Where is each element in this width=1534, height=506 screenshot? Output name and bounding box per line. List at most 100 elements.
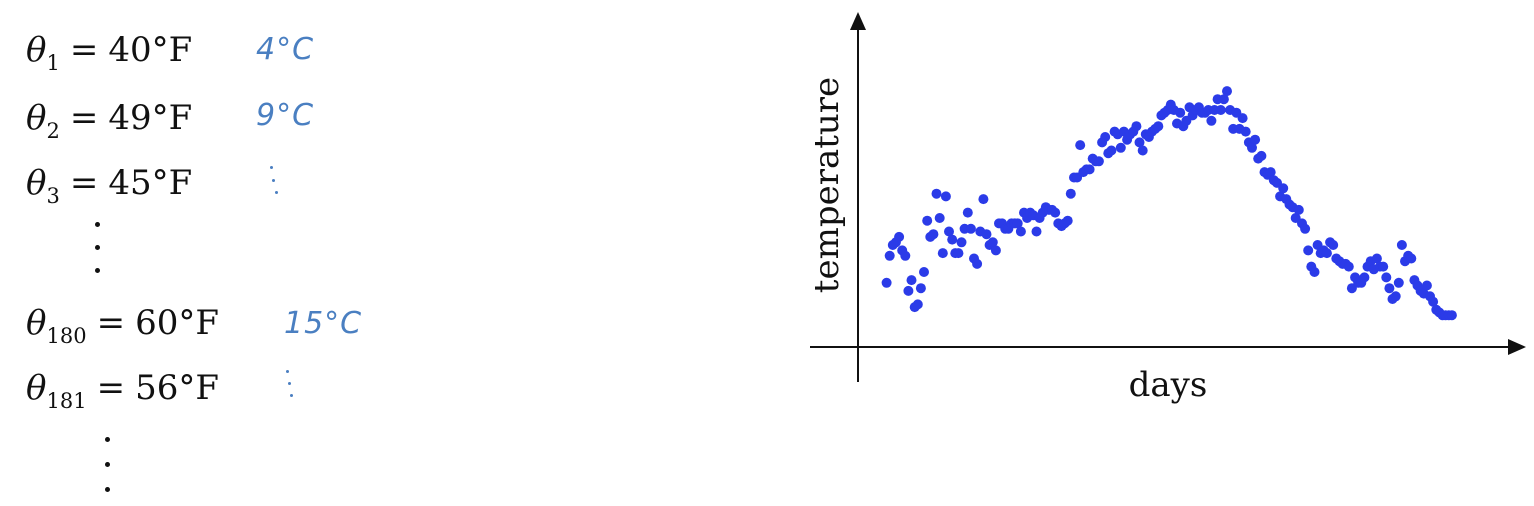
equation-list: θ1 = 40°F 4°C θ2 = 49°F 9°C θ3 = 45°F θ180 = 60°… [0, 0, 760, 506]
data-point [1218, 94, 1229, 105]
data-point [990, 245, 1001, 256]
data-point [934, 213, 945, 223]
equals-sign: = [69, 98, 99, 138]
equation-theta-3: θ3 = 45°F [26, 163, 192, 216]
data-point [1378, 261, 1389, 272]
theta-symbol: θ [26, 98, 47, 138]
handwritten-note: 9°C [256, 98, 315, 133]
data-point [1237, 113, 1248, 124]
temperature-value: 45°F [108, 163, 193, 203]
data-point [1015, 226, 1026, 237]
data-point [987, 237, 998, 248]
data-point [1359, 272, 1370, 283]
data-point [1396, 240, 1407, 250]
vertical-ellipsis [95, 220, 101, 280]
data-point [972, 258, 983, 269]
data-point [937, 248, 948, 259]
data-point [1421, 280, 1432, 291]
theta-subscript: 180 [46, 324, 87, 348]
theta-symbol: θ [26, 303, 47, 343]
handwritten-note: 15°C [284, 306, 363, 341]
data-point [1240, 126, 1251, 137]
equation-theta-1: θ1 = 40°F [26, 30, 192, 83]
data-point [940, 191, 951, 202]
data-point [962, 207, 973, 218]
data-point [1390, 291, 1401, 302]
theta-subscript: 1 [46, 51, 60, 75]
equation-theta-181: θ181 = 56°F [26, 368, 219, 421]
data-point [1278, 183, 1289, 194]
x-axis-arrow-icon [1508, 339, 1526, 355]
theta-symbol: θ [26, 30, 47, 70]
data-point [900, 250, 911, 261]
data-point [1222, 86, 1232, 97]
handwritten-ellipsis [270, 164, 278, 194]
equals-sign: = [69, 163, 99, 203]
theta-subscript: 3 [46, 184, 60, 208]
data-point [1031, 226, 1042, 237]
data-point [1247, 142, 1257, 153]
data-point [915, 283, 926, 294]
theta-symbol: θ [26, 163, 47, 203]
data-point [1106, 145, 1117, 156]
data-point [1115, 142, 1126, 153]
data-point [1062, 215, 1073, 226]
handwritten-ellipsis [286, 368, 293, 398]
data-point [1406, 253, 1417, 264]
data-point [1256, 150, 1267, 161]
data-point [1303, 245, 1314, 256]
data-point [1384, 283, 1395, 294]
data-point [1075, 140, 1086, 151]
temperature-value: 60°F [135, 303, 219, 343]
data-point [931, 188, 942, 199]
data-point [922, 215, 933, 226]
data-point [1131, 121, 1142, 132]
data-point [1093, 156, 1104, 167]
data-point [944, 226, 954, 237]
data-points [881, 86, 1457, 321]
handwritten-note: 4°C [256, 32, 315, 67]
data-point [965, 223, 976, 234]
equals-sign: = [96, 303, 126, 343]
data-point [956, 237, 967, 248]
equation-theta-2: θ2 = 49°F [26, 98, 192, 151]
data-point [1293, 204, 1304, 215]
data-point [1215, 105, 1226, 115]
data-point [1446, 310, 1457, 321]
data-point [894, 231, 905, 242]
data-point [1250, 134, 1261, 145]
equation-theta-180: θ180 = 60°F [26, 303, 219, 356]
data-point [1381, 272, 1392, 283]
y-axis-arrow-icon [850, 12, 866, 30]
equals-sign: = [96, 368, 126, 408]
y-axis [850, 12, 866, 382]
temperature-value: 56°F [135, 368, 219, 408]
x-axis [810, 339, 1526, 355]
data-point [906, 275, 917, 286]
data-point [1153, 121, 1164, 132]
data-point [881, 277, 892, 288]
data-point [1065, 188, 1076, 199]
y-axis-label: temperature [807, 77, 847, 293]
data-point [981, 229, 992, 240]
data-point [1050, 207, 1061, 218]
data-point [1309, 267, 1320, 277]
data-point [1265, 167, 1276, 178]
data-point [1321, 248, 1332, 259]
temperature-value: 49°F [108, 98, 193, 138]
data-point [1300, 223, 1311, 234]
data-point [1206, 115, 1217, 126]
data-point [919, 267, 929, 277]
equals-sign: = [69, 30, 99, 70]
data-point [1328, 240, 1339, 250]
data-point [1371, 253, 1382, 264]
data-point [1393, 277, 1404, 288]
x-axis-label: days [1129, 365, 1208, 405]
data-point [928, 229, 939, 240]
data-point [1343, 261, 1354, 272]
theta-symbol: θ [26, 368, 47, 408]
theta-subscript: 2 [46, 119, 60, 143]
data-point [1175, 107, 1186, 118]
vertical-ellipsis [105, 435, 111, 499]
data-point [1012, 218, 1023, 229]
